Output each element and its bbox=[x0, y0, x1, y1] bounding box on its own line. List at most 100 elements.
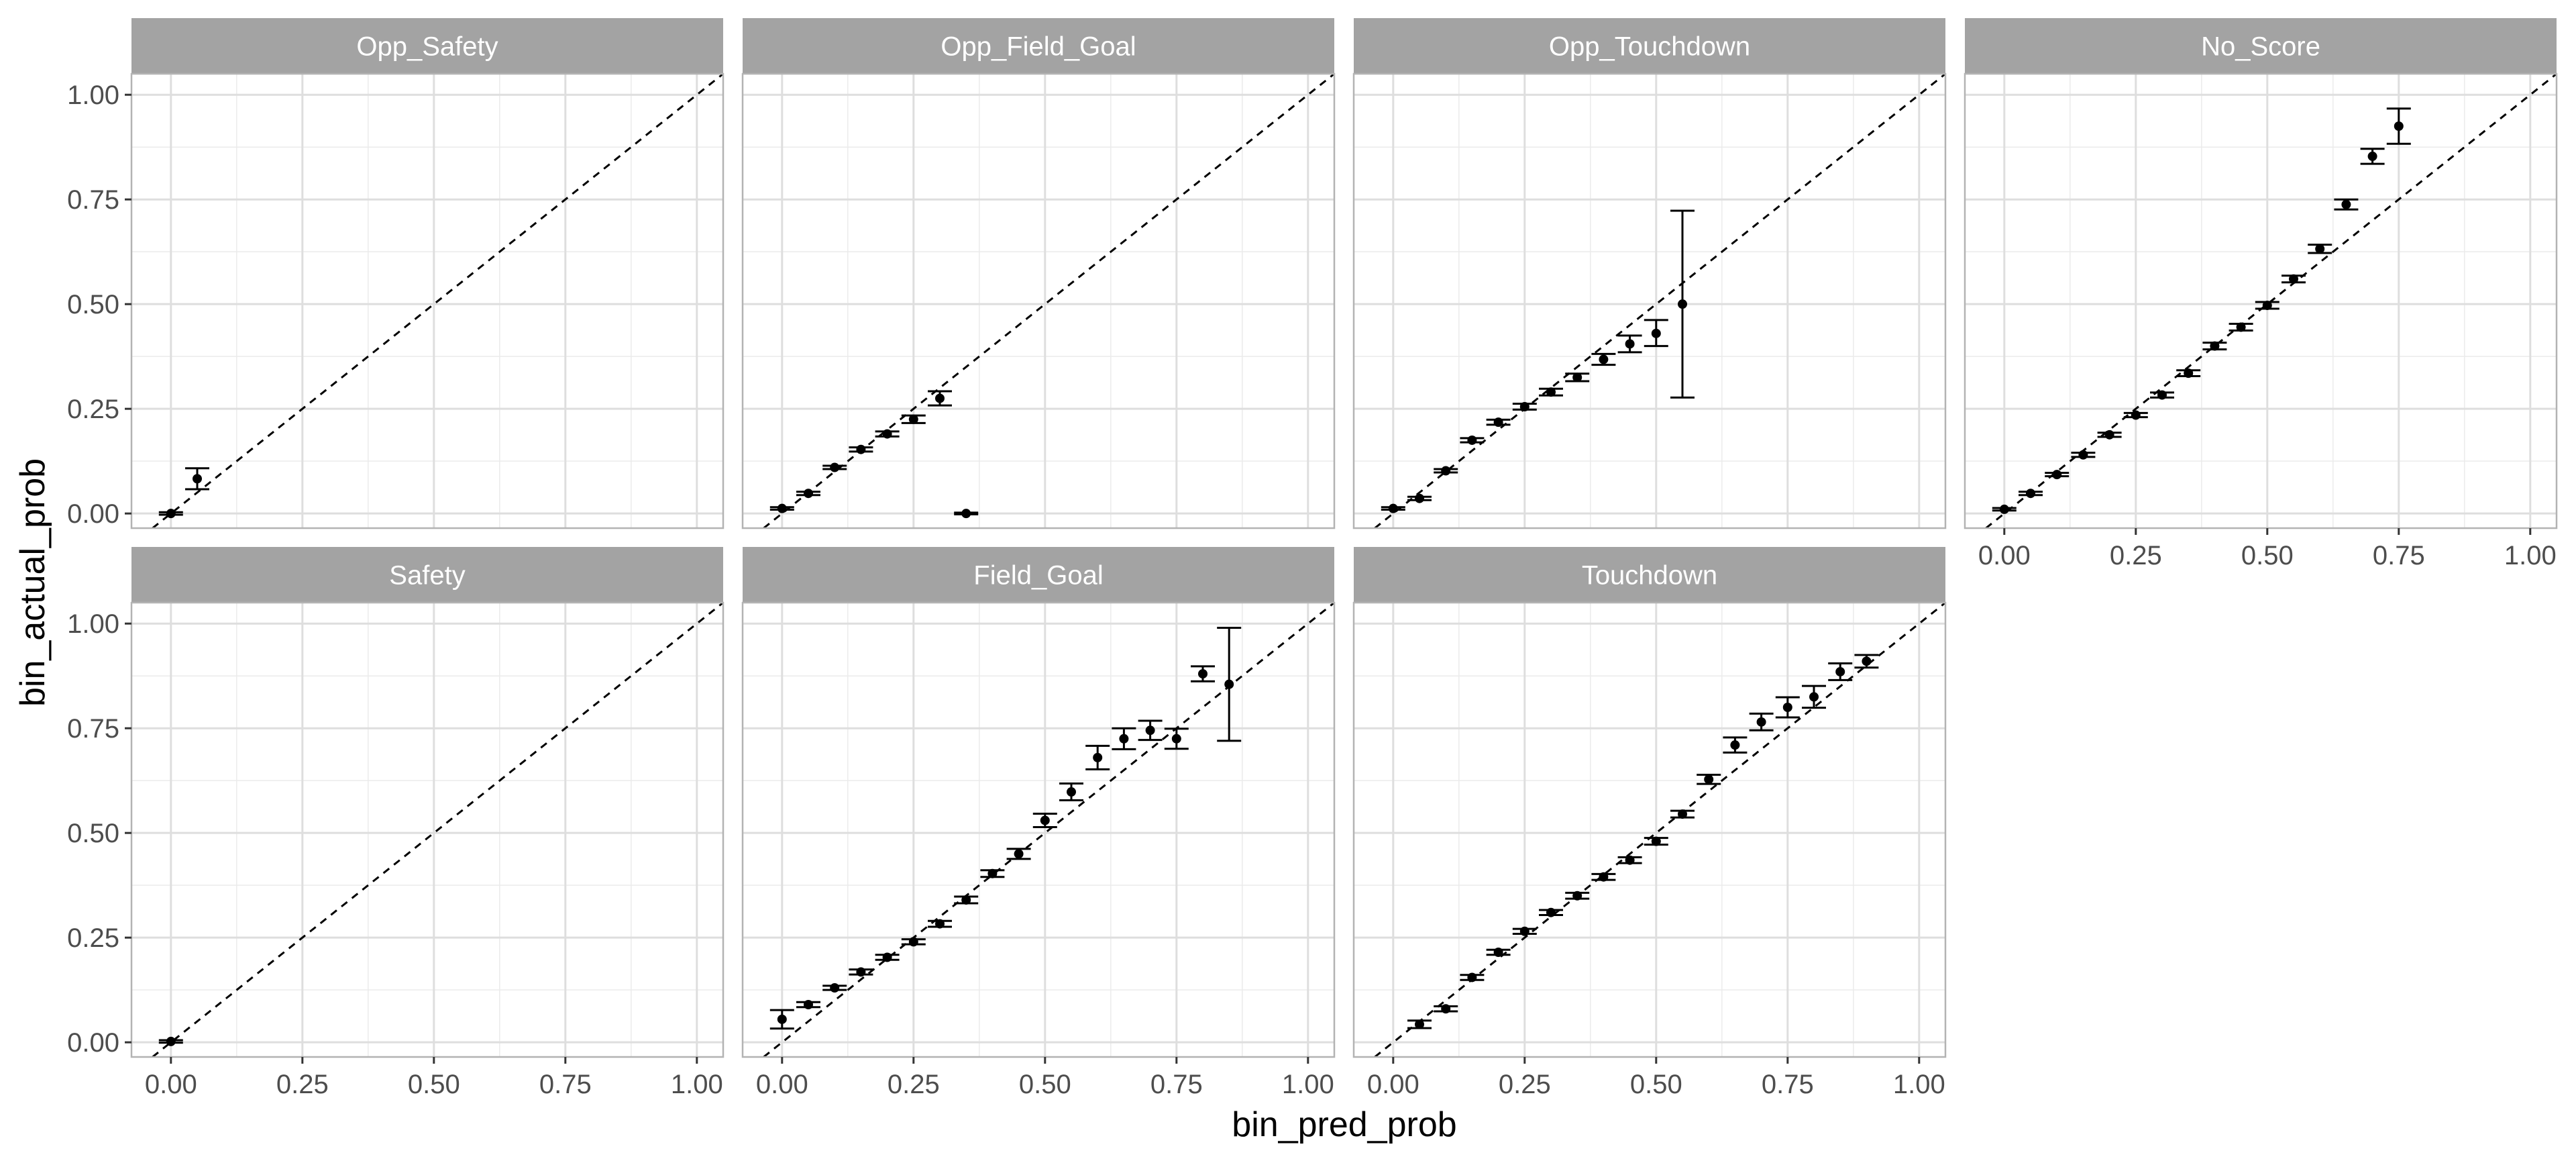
data-point bbox=[1704, 774, 1714, 785]
plot-background bbox=[743, 74, 1334, 528]
data-point bbox=[856, 967, 866, 977]
data-point bbox=[777, 503, 787, 513]
panel-border bbox=[741, 72, 1336, 529]
data-layer bbox=[1984, 74, 2557, 528]
data-point bbox=[1678, 299, 1687, 309]
data-layer bbox=[150, 74, 723, 528]
data-point bbox=[1014, 849, 1024, 859]
data-point bbox=[1067, 787, 1076, 797]
data-point bbox=[2341, 199, 2351, 209]
plot-background bbox=[1965, 74, 2557, 528]
facet-strip bbox=[743, 18, 1334, 74]
plot-background bbox=[131, 74, 723, 528]
data-point bbox=[1493, 417, 1503, 427]
x-tick-label: 0.75 bbox=[1150, 1070, 1203, 1099]
y-tick-label: 1.00 bbox=[67, 81, 119, 110]
data-point bbox=[1388, 503, 1398, 513]
data-point bbox=[935, 393, 945, 403]
data-point bbox=[1678, 809, 1687, 819]
facet-panel: Touchdown 0.00 0.25 0.50 0.75 1.00 bbox=[1352, 547, 1947, 1099]
data-point bbox=[2289, 274, 2298, 284]
data-point bbox=[804, 489, 813, 499]
facet-title: Opp_Safety bbox=[356, 32, 498, 62]
data-point bbox=[1519, 926, 1529, 936]
facet-panel: Safety 0.00 0.25 0.50 0.75 1.00 0.00 0.25 0.50 0.… bbox=[67, 547, 724, 1099]
facet-strip bbox=[1965, 18, 2557, 74]
data-point bbox=[1546, 387, 1556, 397]
panel-border bbox=[741, 601, 1336, 1058]
y-tick-label: 0.00 bbox=[67, 499, 119, 529]
data-point bbox=[2210, 341, 2220, 351]
x-tick-label: 0.00 bbox=[1978, 541, 2031, 570]
y-axis-label: bin_actual_prob bbox=[13, 458, 52, 707]
data-point bbox=[1782, 702, 1792, 712]
data-point bbox=[882, 952, 892, 962]
facet-strip bbox=[131, 18, 723, 74]
panel-border bbox=[1352, 601, 1947, 1058]
data-point bbox=[2157, 390, 2167, 400]
x-tick-label: 1.00 bbox=[1893, 1070, 1945, 1099]
data-point bbox=[777, 1014, 787, 1024]
x-tick-label: 0.50 bbox=[1019, 1070, 1071, 1099]
data-layer bbox=[1373, 603, 1945, 1057]
x-tick-label: 0.50 bbox=[1630, 1070, 1682, 1099]
data-point bbox=[1730, 740, 1740, 750]
data-point bbox=[987, 868, 998, 878]
y-tick-label: 0.50 bbox=[67, 819, 119, 848]
data-point bbox=[1040, 815, 1050, 825]
data-point bbox=[1999, 504, 2009, 514]
facet-strip bbox=[1354, 18, 1945, 74]
plot-background bbox=[1354, 74, 1945, 528]
panel-border bbox=[1352, 72, 1947, 529]
data-point bbox=[2367, 151, 2377, 161]
reference-line bbox=[150, 603, 723, 1057]
data-point bbox=[1467, 972, 1477, 982]
data-point bbox=[1093, 752, 1103, 762]
reference-line bbox=[761, 603, 1334, 1057]
data-point bbox=[856, 444, 866, 454]
plot-background bbox=[131, 603, 723, 1057]
data-point bbox=[1809, 692, 1819, 702]
data-point bbox=[1415, 493, 1424, 503]
data-point bbox=[882, 429, 892, 439]
y-tick-label: 0.00 bbox=[67, 1028, 119, 1058]
data-point bbox=[1835, 666, 1845, 676]
facet-panel: No_Score 0.00 0.25 0.50 0.75 1.00 bbox=[1964, 18, 2558, 570]
data-point bbox=[908, 414, 918, 424]
facet-panels: Opp_Safety 0.00 0.25 0.50 0.75 1.00 Opp_Field_… bbox=[67, 18, 2558, 1099]
facet-strip bbox=[1354, 547, 1945, 603]
data-point bbox=[961, 895, 971, 905]
data-point bbox=[2026, 489, 2035, 499]
facet-title: Opp_Field_Goal bbox=[941, 32, 1136, 62]
x-tick-label: 0.25 bbox=[1499, 1070, 1551, 1099]
data-point bbox=[908, 937, 918, 947]
facet-title: No_Score bbox=[2201, 32, 2320, 62]
x-tick-label: 0.75 bbox=[2373, 541, 2425, 570]
facet-panel: Opp_Touchdown bbox=[1352, 18, 1947, 529]
data-point bbox=[830, 462, 840, 472]
x-tick-label: 0.75 bbox=[1762, 1070, 1814, 1099]
facet-title: Opp_Touchdown bbox=[1549, 32, 1750, 62]
x-tick-label: 0.75 bbox=[539, 1070, 592, 1099]
data-point bbox=[2184, 368, 2194, 378]
data-point bbox=[1572, 891, 1582, 901]
x-tick-label: 0.50 bbox=[2241, 541, 2294, 570]
x-tick-label: 0.50 bbox=[408, 1070, 460, 1099]
facet-strip bbox=[743, 547, 1334, 603]
reference-line bbox=[1373, 74, 1945, 528]
data-point bbox=[1572, 372, 1582, 383]
data-point bbox=[1862, 656, 1872, 666]
data-point bbox=[2104, 429, 2114, 440]
x-tick-label: 0.25 bbox=[2110, 541, 2162, 570]
y-tick-label: 0.50 bbox=[67, 290, 119, 319]
plot-background bbox=[1354, 603, 1945, 1057]
x-tick-label: 1.00 bbox=[671, 1070, 723, 1099]
facet-panel: Opp_Field_Goal bbox=[741, 18, 1336, 529]
x-axis-label: bin_pred_prob bbox=[1232, 1105, 1456, 1144]
facet-title: Safety bbox=[389, 561, 465, 591]
panel-border bbox=[130, 72, 724, 529]
data-point bbox=[935, 919, 945, 929]
x-tick-label: 0.25 bbox=[888, 1070, 940, 1099]
data-point bbox=[1651, 328, 1661, 338]
